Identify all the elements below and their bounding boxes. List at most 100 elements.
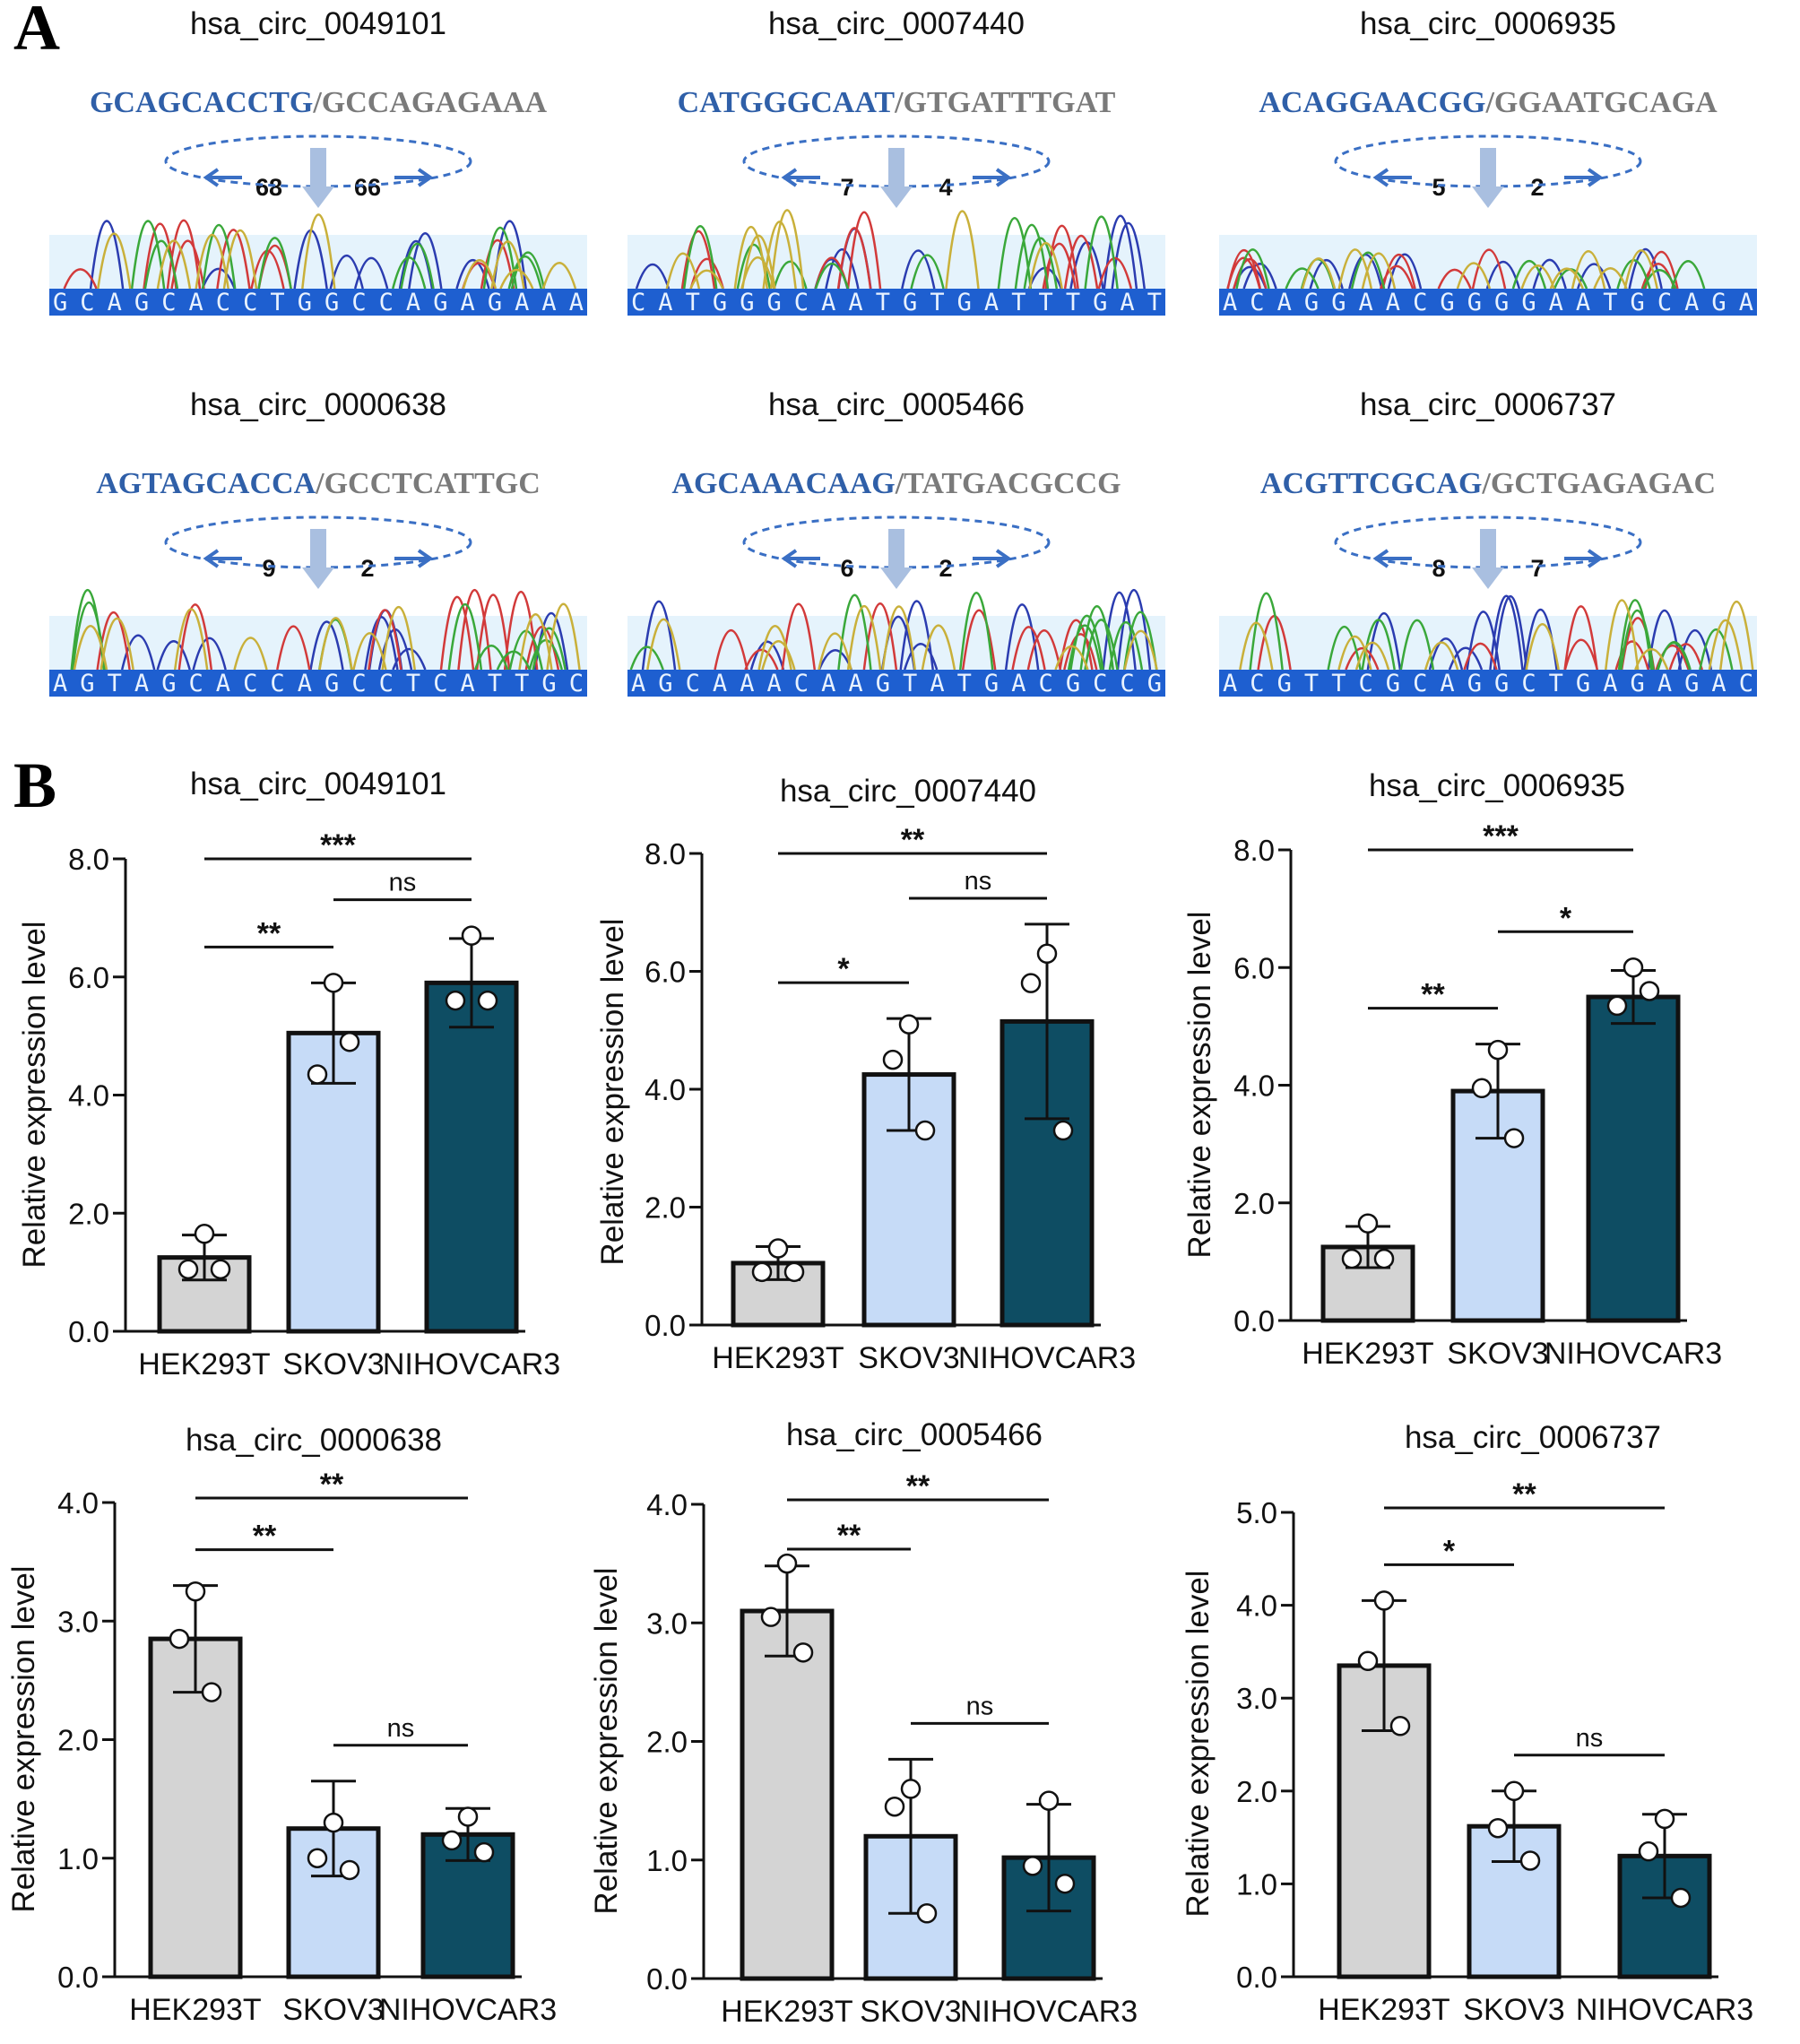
sequence-bar: [49, 670, 587, 697]
bar: [1586, 994, 1681, 1323]
data-point: [882, 1049, 904, 1070]
read-count-right: 2: [939, 555, 952, 582]
y-tick-label: 1.0: [1236, 1867, 1277, 1901]
y-tick-label: 4.0: [1233, 1070, 1275, 1103]
chart-title: hsa_circ_0005466: [786, 1417, 1043, 1452]
chromatogram-background: [49, 616, 587, 670]
data-point: [1638, 1840, 1659, 1862]
down-arrow-icon: [302, 529, 334, 589]
bar: [731, 1260, 826, 1328]
left-arrow-icon: [203, 168, 242, 187]
chromatogram-background: [1219, 235, 1757, 289]
junction-left-seq: AGTAGCACCA: [96, 467, 316, 500]
y-tick-label: 3.0: [57, 1605, 99, 1638]
data-point: [1357, 1650, 1379, 1672]
y-tick-label: 8.0: [645, 837, 686, 870]
significance-label: *: [837, 952, 850, 986]
data-point: [900, 1779, 922, 1799]
chromatogram-background: [1219, 616, 1757, 670]
panel-label-b: B: [13, 749, 56, 821]
y-tick-label: 5.0: [1236, 1496, 1277, 1529]
y-tick-label: 0.0: [1233, 1304, 1275, 1338]
read-count-right: 2: [360, 555, 374, 582]
data-point: [477, 990, 498, 1011]
chromatogram-trace: [714, 602, 1098, 671]
data-point: [194, 1224, 215, 1244]
junction-panel: hsa_circ_0049101 GCAGCACCTG/GCCAGAGAAA 6…: [49, 6, 587, 316]
junction-right-seq: GCTGAGAGAC: [1491, 467, 1716, 500]
significance-label: ns: [965, 867, 992, 896]
junction-slash: /: [894, 86, 904, 119]
sequence-bar: [627, 670, 1165, 697]
down-arrow-icon: [1472, 148, 1504, 208]
left-arrow-icon: [1372, 549, 1412, 568]
chromatogram-trace: [641, 588, 1152, 671]
right-arrow-icon: [973, 168, 1012, 187]
left-arrow-icon: [1372, 168, 1412, 187]
bar-chart: hsa_circ_0006935 Relative expression lev…: [1182, 768, 1722, 1371]
x-tick-label: HEK293T: [1318, 1993, 1450, 2027]
junction-slash: /: [312, 86, 322, 119]
x-tick-label: SKOV3: [282, 1993, 384, 2027]
x-tick-label: NIHOVCAR3: [1576, 1993, 1753, 2027]
circular-junction-ellipse: [164, 515, 472, 569]
chart-title: hsa_circ_0007440: [780, 774, 1036, 809]
circular-junction-ellipse: [742, 134, 1051, 188]
sequence-bar: [49, 289, 587, 316]
data-point: [1606, 995, 1628, 1017]
y-tick-label: 4.0: [68, 1079, 109, 1113]
bar-chart: hsa_circ_0006737 Relative expression lev…: [1181, 1420, 1753, 2027]
data-point: [1054, 1873, 1076, 1894]
sequence-bar: [1219, 670, 1757, 697]
junction-right-seq: GCCAGAGAAA: [322, 86, 548, 119]
chart-title: hsa_circ_0000638: [186, 1423, 442, 1458]
y-tick-label: 0.0: [68, 1315, 109, 1348]
y-tick-label: 0.0: [1236, 1961, 1277, 1994]
chromatogram-trace: [1366, 594, 1713, 671]
data-point: [185, 1581, 206, 1602]
data-point: [767, 1238, 789, 1259]
right-arrow-icon: [1564, 549, 1604, 568]
chromatogram-trace: [682, 215, 1119, 290]
y-tick-label: 3.0: [1236, 1682, 1277, 1715]
left-arrow-icon: [781, 549, 820, 568]
chromatogram-trace: [1301, 248, 1658, 290]
right-arrow-icon: [394, 549, 434, 568]
left-arrow-icon: [781, 168, 820, 187]
data-point: [473, 1841, 495, 1863]
y-tick-label: 4.0: [1236, 1589, 1277, 1623]
junction-sequence: ACGTTCGCAG/GCTGAGAGAC: [1260, 467, 1716, 500]
data-point: [1471, 1078, 1493, 1099]
y-tick-label: 8.0: [1233, 834, 1275, 867]
read-count-right: 66: [354, 174, 381, 201]
junction-sequence: AGCAAACAAG/TATGACGCCG: [671, 467, 1121, 500]
y-tick-label: 0.0: [646, 1962, 688, 1996]
circular-junction-ellipse: [1334, 134, 1642, 188]
junction-slash: /: [1481, 467, 1491, 500]
data-point: [210, 1259, 231, 1280]
data-point: [1503, 1780, 1525, 1802]
x-tick-label: NIHOVCAR3: [958, 1341, 1136, 1375]
bar-chart: hsa_circ_0005466 Relative expression lev…: [589, 1417, 1138, 2029]
data-point: [339, 1859, 360, 1881]
y-tick-label: 6.0: [68, 961, 109, 994]
chromatogram-trace: [1226, 248, 1679, 290]
data-point: [307, 1064, 328, 1085]
sequence-bar: [1219, 289, 1757, 316]
data-point: [776, 1553, 798, 1574]
data-point: [339, 1031, 360, 1052]
data-point: [169, 1628, 190, 1650]
bar: [286, 1826, 381, 1979]
chromatogram-trace: [96, 588, 560, 671]
panel-b: hsa_circ_0049101 Relative expression lev…: [6, 766, 1753, 2029]
junction-left-seq: AGCAAACAAG: [671, 467, 895, 500]
x-tick-label: SKOV3: [860, 1995, 961, 2029]
junction-left-seq: ACAGGAACGG: [1259, 86, 1485, 119]
read-count-left: 5: [1432, 174, 1445, 201]
junction-title: hsa_circ_0007440: [768, 6, 1025, 41]
data-point: [1503, 1128, 1525, 1148]
x-tick-label: HEK293T: [721, 1995, 852, 2029]
junction-slash: /: [315, 467, 325, 500]
y-axis-label: Relative expression level: [589, 1567, 624, 1914]
